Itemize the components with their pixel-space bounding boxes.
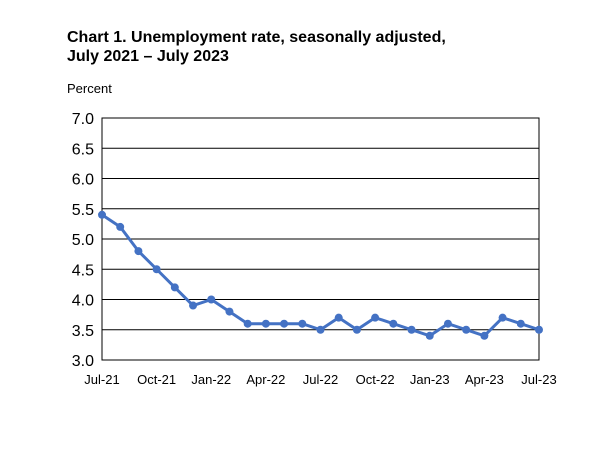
- plot-area-frame: [101, 117, 540, 361]
- data-point: [407, 325, 416, 334]
- data-point: [316, 325, 325, 334]
- gridlines: [102, 147, 539, 331]
- data-point: [98, 210, 106, 219]
- y-axis-title: Percent: [67, 81, 112, 96]
- data-point: [225, 307, 234, 316]
- y-tick-label: 6.5: [72, 141, 94, 158]
- y-tick-label: 5.5: [72, 202, 94, 219]
- data-point: [134, 247, 143, 256]
- data-point: [352, 325, 361, 334]
- x-tick-label: Apr-23: [465, 372, 504, 387]
- y-tick-label: 5.0: [72, 232, 94, 249]
- x-tick-label: Jul-23: [521, 372, 556, 387]
- x-tick-label: Jul-21: [84, 372, 119, 387]
- x-tick-label: Oct-21: [137, 372, 176, 387]
- data-point: [152, 265, 161, 274]
- data-point: [170, 283, 179, 292]
- x-tick-label: Apr-22: [246, 372, 285, 387]
- chart-title: Chart 1. Unemployment rate, seasonally a…: [67, 28, 527, 66]
- data-point: [116, 222, 125, 231]
- y-tick-label: 4.5: [72, 262, 94, 279]
- data-point: [462, 325, 471, 334]
- data-point: [371, 313, 380, 322]
- data-point: [334, 313, 343, 322]
- data-point: [280, 319, 289, 328]
- x-tick-label: Oct-22: [356, 372, 395, 387]
- data-point: [389, 319, 398, 328]
- data-point: [498, 313, 507, 322]
- y-tick-label: 4.0: [72, 293, 94, 310]
- x-tick-label: Jan-23: [410, 372, 450, 387]
- x-tick-label: Jul-22: [303, 372, 338, 387]
- data-point: [207, 295, 216, 304]
- series-line: [101, 213, 540, 338]
- data-point: [261, 319, 270, 328]
- y-tick-label: 3.0: [72, 353, 94, 370]
- chart-title-line-2: July 2021 – July 2023: [67, 48, 229, 65]
- data-point: [425, 331, 434, 340]
- data-point: [243, 319, 252, 328]
- x-axis-ticks: Jul-21 Oct-21 Jan-22 Apr-22 Jul-22 Oct-22 Jan-…: [84, 372, 556, 387]
- data-point: [443, 319, 452, 328]
- x-tick-label: Jan-22: [191, 372, 231, 387]
- data-point: [516, 319, 525, 328]
- y-tick-label: 7.0: [72, 111, 94, 128]
- y-tick-label: 6.0: [72, 172, 94, 189]
- data-point: [298, 319, 307, 328]
- data-point: [480, 331, 489, 340]
- series-unemployment-rate: [98, 210, 543, 340]
- data-point: [535, 325, 543, 334]
- y-tick-label: 3.5: [72, 323, 94, 340]
- y-axis-ticks: 7.0 6.5 6.0 5.5 5.0 4.5 4.0 3.5 3.0: [72, 111, 94, 370]
- data-point: [189, 301, 198, 310]
- chart-title-line-1: Chart 1. Unemployment rate, seasonally a…: [67, 29, 446, 46]
